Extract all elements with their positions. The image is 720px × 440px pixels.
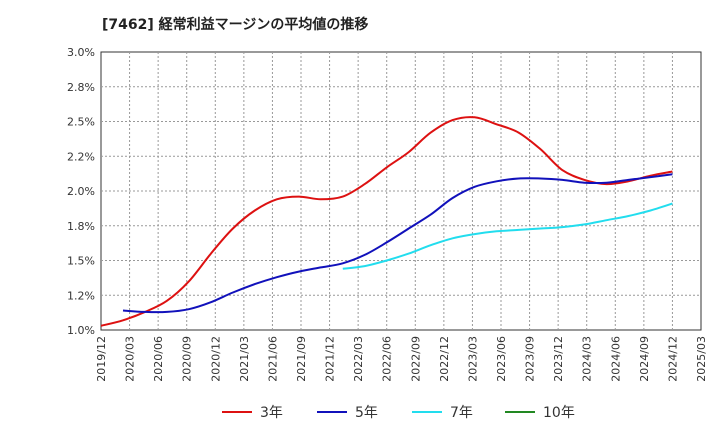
y-tick-label: 2.2% (67, 150, 95, 163)
x-tick-label: 2020/12 (209, 336, 222, 382)
y-tick-label: 1.0% (67, 324, 95, 337)
x-tick-label: 2024/03 (581, 336, 594, 382)
series-line-0 (100, 116, 673, 327)
y-tick-label: 3.0% (67, 46, 95, 59)
x-tick-label: 2021/03 (238, 336, 251, 382)
x-tick-label: 2024/09 (638, 336, 651, 382)
x-tick-label: 2022/06 (381, 336, 394, 382)
x-tick-label: 2021/12 (324, 336, 337, 382)
chart-title: [7462] 経常利益マージンの平均値の推移 (102, 17, 369, 33)
legend-label: 5年 (355, 405, 378, 421)
x-tick-label: 2022/03 (352, 336, 365, 382)
x-tick-label: 2024/12 (666, 336, 679, 382)
y-tick-label: 2.5% (67, 116, 95, 129)
x-tick-label: 2023/06 (495, 336, 508, 382)
legend-label: 10年 (543, 405, 575, 421)
y-tick-label: 2.8% (67, 81, 95, 94)
series-line-1 (122, 173, 673, 314)
series-line-2 (342, 202, 673, 270)
x-tick-label: 2024/06 (609, 336, 622, 382)
y-tick-label: 2.0% (67, 185, 95, 198)
x-tick-label: 2023/03 (466, 336, 479, 382)
x-tick-label: 2022/09 (409, 336, 422, 382)
y-tick-label: 1.5% (67, 255, 95, 268)
x-tick-label: 2020/03 (124, 336, 137, 382)
x-tick-label: 2023/09 (524, 336, 537, 382)
x-tick-label: 2020/09 (181, 336, 194, 382)
x-tick-label: 2023/12 (552, 336, 565, 382)
y-tick-label: 1.2% (67, 289, 95, 302)
x-tick-label: 2019/12 (95, 336, 108, 382)
x-tick-label: 2021/09 (295, 336, 308, 382)
x-tick-label: 2020/06 (152, 336, 165, 382)
legend-label: 3年 (260, 405, 283, 421)
x-tick-label: 2022/12 (438, 336, 451, 382)
x-tick-label: 2021/06 (266, 336, 279, 382)
legend-label: 7年 (450, 405, 473, 421)
y-tick-label: 1.8% (67, 220, 95, 233)
x-tick-label: 2025/03 (695, 336, 708, 382)
